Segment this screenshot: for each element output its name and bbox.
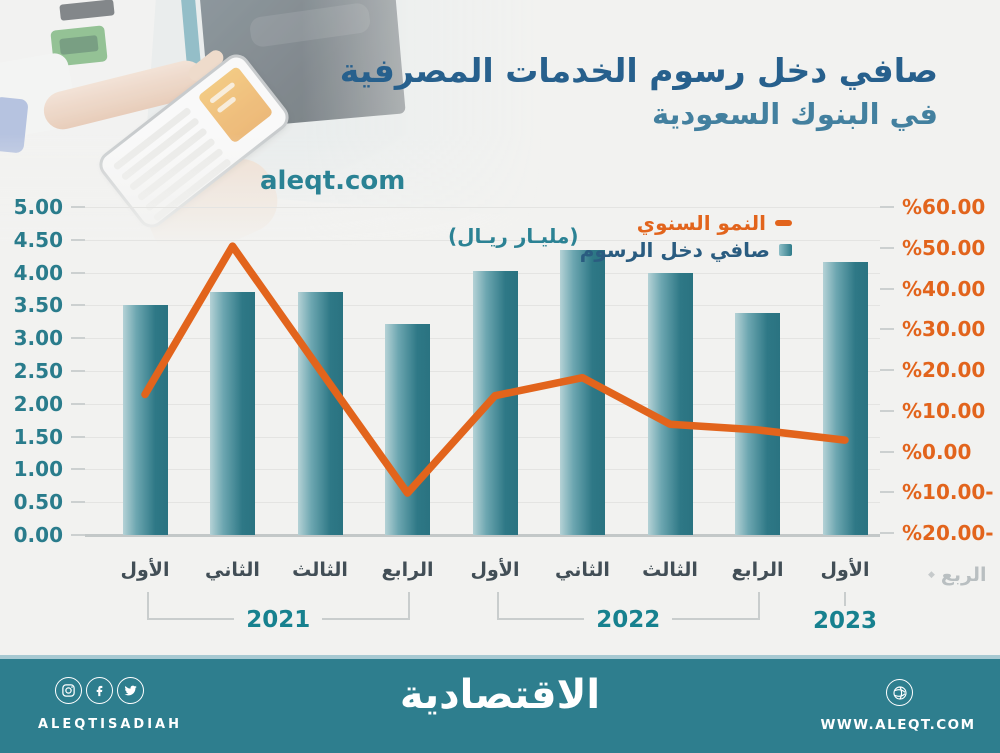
year-label: 2022 (584, 609, 673, 632)
growth-line (141, 242, 849, 497)
y-axis-tick-right (880, 328, 894, 331)
bar (122, 305, 168, 535)
title-line-1: صافي دخل رسوم الخدمات المصرفية (339, 51, 938, 90)
year-bracket: 2022 (497, 592, 760, 632)
x-axis-label: الثالث (642, 559, 698, 581)
y-axis-tick-left (71, 271, 85, 274)
title-line-2: في البنوك السعودية (651, 97, 938, 131)
legend-label-fees: صافي دخل الرسوم (579, 238, 770, 262)
y-axis-label-right: %60.00 (902, 195, 986, 219)
y-axis-label-left: 4.00 (13, 260, 63, 285)
y-axis-tick-left (71, 206, 85, 208)
year-label: 2023 (808, 610, 882, 633)
website-watermark: aleqt.com (260, 166, 406, 196)
y-axis-label-left: 2.50 (13, 359, 63, 383)
legend-item-fees: صافي دخل الرسوم (580, 238, 792, 262)
x-axis-label: الأول (820, 559, 870, 581)
grid-line (85, 534, 880, 537)
y-axis-label-right: %30.00 (902, 317, 986, 342)
y-axis-label-left: 3.00 (13, 326, 63, 351)
bar-legend-marker-icon (779, 244, 792, 256)
y-axis-tick-left (71, 304, 85, 307)
atm-photo (0, 0, 580, 268)
y-axis-label-left: 0.00 (13, 523, 63, 547)
globe-icon[interactable] (886, 679, 913, 706)
social-icons (55, 677, 144, 704)
y-axis-tick-right (880, 409, 894, 412)
growth-polyline (141, 242, 849, 497)
x-axis-label: الأول (120, 559, 170, 581)
y-axis-label-right: %50.00 (902, 235, 986, 260)
year-bracket: 2021 (147, 592, 410, 632)
footer-bar: ALEQTISADIAH الاقتصادية WWW.ALEQT.COM (0, 655, 1000, 753)
bar (385, 323, 430, 535)
line-legend-marker-icon (775, 220, 792, 226)
legend-item-growth: النمو السنوي (637, 211, 792, 235)
year-tick: 2023 (808, 592, 882, 633)
x-axis-label: الثالث (292, 559, 348, 581)
bar (210, 292, 255, 535)
x-axis-title-label: الربع (940, 564, 987, 586)
y-axis-tick-right (880, 369, 894, 371)
y-axis-label-left: 0.50 (13, 490, 63, 515)
bar (297, 292, 343, 535)
y-axis-tick-right (880, 450, 894, 453)
y-axis-label-left: 1.00 (13, 457, 63, 482)
y-axis-label-left: 2.00 (13, 391, 63, 416)
photo-fade (0, 0, 580, 268)
x-axis-label: الرابع (381, 559, 434, 581)
plot-area: 5.00 4.50 4.00 3.50 3.00 2.50 2.00 1.50 1.00 0.50… (14, 195, 994, 633)
legend: النمو السنوي صافي دخل الرسوم (580, 211, 792, 262)
social-handle: ALEQTISADIAH (38, 717, 182, 732)
y-axis-label-right: %40.00 (902, 276, 986, 301)
grid-line (85, 207, 880, 208)
bar (472, 271, 518, 535)
x-axis-label: الثاني (555, 559, 610, 581)
x-axis-label: الرابع (731, 559, 784, 581)
y-axis-tick-right (880, 532, 894, 534)
twitter-icon[interactable] (117, 677, 144, 704)
bar (560, 249, 605, 535)
y-axis-label-right: %20.00 (902, 358, 986, 382)
y-axis-tick-left (71, 534, 85, 536)
y-axis-label-left: 3.50 (13, 293, 63, 318)
instagram-icon[interactable] (55, 677, 82, 704)
publisher-logo: الاقتصادية (399, 672, 601, 718)
y-axis-label-right: %10.00 (902, 398, 986, 423)
y-axis-label-right: %20.00- (902, 521, 994, 545)
y-axis-tick-left (71, 402, 85, 405)
y-axis-label-right: %10.00- (902, 480, 994, 505)
legend-label-growth: النمو السنوي (636, 211, 766, 235)
y-axis-label-left: 4.50 (13, 227, 63, 252)
y-axis-tick-right (880, 246, 894, 249)
chart-title: صافي دخل رسوم الخدمات المصرفية في البنوك… (340, 48, 938, 134)
grid-line (85, 239, 880, 241)
y-axis-label-left: 5.00 (13, 195, 63, 219)
facebook-icon[interactable] (86, 677, 113, 704)
y-axis-tick-left (71, 435, 85, 438)
y-axis-label-left: 1.50 (13, 424, 63, 449)
bar (822, 262, 868, 535)
y-axis-tick-right (880, 206, 894, 208)
y-axis-tick-left (71, 501, 85, 504)
year-label: 2021 (234, 609, 323, 632)
y-axis-tick-left (71, 370, 85, 372)
bar (647, 273, 693, 535)
footer-url: WWW.ALEQT.COM (820, 717, 976, 733)
diamond-icon: ◆ (928, 570, 935, 580)
unit-label: (مليـار ريـال) (448, 224, 579, 248)
y-axis-tick-left (71, 337, 85, 340)
x-axis-label: الثاني (205, 559, 260, 581)
y-axis-tick-left (71, 468, 85, 471)
x-axis-label: الأول (470, 559, 520, 581)
y-axis-tick-left (71, 238, 85, 241)
y-axis-tick-right (880, 491, 894, 494)
y-axis-label-right: %0.00 (902, 439, 972, 464)
bar (735, 313, 780, 535)
x-axis-title: ◆ الربع (928, 564, 987, 586)
y-axis-tick-right (880, 287, 894, 290)
